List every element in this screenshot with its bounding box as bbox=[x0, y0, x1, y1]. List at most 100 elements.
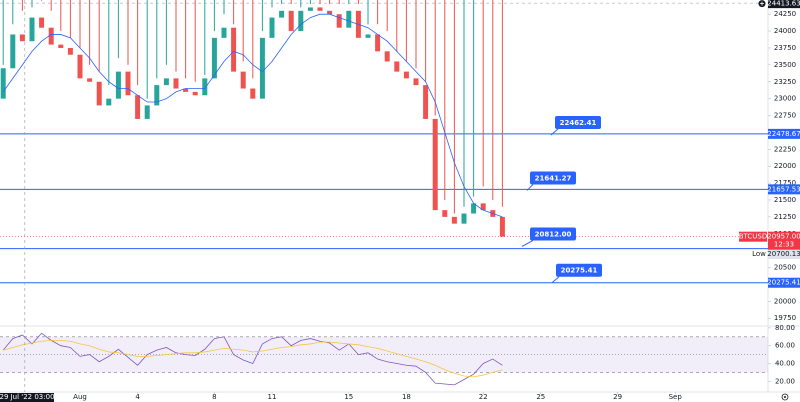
moving-average-line bbox=[2, 13, 503, 218]
settings-icon[interactable] bbox=[781, 393, 789, 401]
candle-body bbox=[211, 37, 217, 79]
price-pane bbox=[0, 0, 768, 284]
candle-body bbox=[346, 10, 352, 28]
level-tag bbox=[768, 184, 800, 195]
candle-body bbox=[480, 203, 486, 211]
x-tick-label: 29 bbox=[613, 393, 622, 401]
low-tag bbox=[768, 249, 800, 260]
x-tick-label: Sep bbox=[669, 393, 683, 401]
candle-body bbox=[336, 14, 342, 28]
candle-body bbox=[451, 216, 457, 224]
candle-body bbox=[384, 51, 390, 62]
callout-label: 22462.41 bbox=[560, 119, 597, 127]
candle-body bbox=[125, 71, 131, 96]
candle-body bbox=[365, 34, 371, 38]
candle-body bbox=[144, 105, 150, 119]
y-tick-label: 22000 bbox=[774, 162, 796, 170]
last-price-tag bbox=[768, 231, 800, 250]
low-tag-value: 20700.13 bbox=[767, 250, 800, 258]
y-tick-label: 23000 bbox=[774, 95, 796, 103]
candle-body bbox=[375, 34, 381, 52]
symbol-label: BTCUSD bbox=[739, 233, 768, 241]
candle-body bbox=[442, 210, 448, 217]
y-tick-label: 20500 bbox=[774, 264, 796, 272]
callout-arrow bbox=[551, 276, 560, 284]
callout-box bbox=[530, 171, 576, 185]
candle-body bbox=[307, 7, 313, 11]
y-tick-label: 21500 bbox=[774, 196, 796, 204]
candle-body bbox=[317, 7, 323, 11]
candle-body bbox=[250, 88, 256, 99]
rsi-tick-label: 80.00 bbox=[775, 324, 795, 332]
level-tag bbox=[768, 128, 800, 139]
y-tick-label: 24250 bbox=[774, 10, 796, 18]
candle-body bbox=[39, 17, 45, 28]
candle-body bbox=[413, 78, 419, 86]
level-tag-label: 22478.67 bbox=[767, 130, 800, 138]
candle-body bbox=[106, 98, 112, 106]
rsi-tick-label: 60.00 bbox=[775, 342, 795, 350]
x-tick-label: 4 bbox=[135, 393, 140, 401]
candle-body bbox=[240, 71, 246, 89]
callout-arrow bbox=[521, 240, 534, 247]
callout-arrow bbox=[526, 184, 534, 191]
rsi-tick-label: 40.00 bbox=[775, 360, 795, 368]
symbol-tag bbox=[739, 231, 767, 242]
x-tick-label: 11 bbox=[268, 393, 277, 401]
y-tick-label: 24000 bbox=[774, 27, 796, 35]
candle-body bbox=[269, 17, 275, 38]
add-alert-plus bbox=[760, 1, 764, 6]
y-tick-label: 23750 bbox=[774, 44, 796, 52]
candle-body bbox=[29, 17, 35, 42]
candle-body bbox=[423, 85, 429, 119]
y-tick-label: 21250 bbox=[774, 213, 796, 221]
crosshair-time-label: 29 Jul '22 03:00 bbox=[0, 393, 55, 401]
candle-body bbox=[183, 88, 189, 92]
candle-body bbox=[288, 10, 294, 32]
candle-body bbox=[403, 71, 409, 79]
rsi-ma-line bbox=[3, 339, 503, 378]
candle-body bbox=[279, 10, 285, 18]
level-tag-label: 21657.53 bbox=[767, 185, 800, 193]
callout-box bbox=[530, 227, 576, 241]
x-tick-label: Aug bbox=[73, 393, 87, 401]
y-tick-label: 23250 bbox=[774, 78, 796, 86]
candle-body bbox=[221, 27, 227, 38]
add-alert-icon[interactable] bbox=[758, 0, 766, 8]
y-tick-label: 22250 bbox=[774, 145, 796, 153]
y-tick-label: 21750 bbox=[774, 179, 796, 187]
candle-body bbox=[173, 78, 179, 89]
level-tag bbox=[768, 277, 800, 288]
candle-body bbox=[461, 213, 467, 224]
callout-label: 20275.41 bbox=[561, 267, 598, 275]
candle-body bbox=[19, 34, 25, 42]
candle-body bbox=[96, 81, 102, 106]
countdown: 12:33 bbox=[774, 241, 794, 249]
x-tick-label: 18 bbox=[402, 393, 411, 401]
candle-body bbox=[115, 71, 121, 99]
callout-box bbox=[555, 115, 601, 129]
x-tick-label: 22 bbox=[479, 393, 488, 401]
y-tick-label: 20000 bbox=[774, 297, 796, 305]
crosshair-price-label: 24413.63 bbox=[767, 0, 800, 8]
rsi-pane bbox=[0, 332, 768, 386]
candle-body bbox=[432, 118, 438, 211]
low-tag-label: Low bbox=[752, 250, 766, 258]
candle-body bbox=[154, 85, 160, 106]
callout-box bbox=[556, 263, 602, 277]
x-tick-label: 15 bbox=[344, 393, 353, 401]
rsi-line bbox=[2, 332, 503, 386]
candle-body bbox=[192, 91, 198, 96]
y-tick-label: 22750 bbox=[774, 112, 796, 120]
candle-body bbox=[48, 27, 54, 45]
rsi-tick-label: 20.00 bbox=[775, 377, 795, 385]
candle-body bbox=[163, 78, 169, 86]
last-price-label: 20957.00 bbox=[767, 233, 800, 241]
x-tick-label: 8 bbox=[212, 393, 216, 401]
candle-body bbox=[77, 54, 83, 79]
crosshair-time-tag bbox=[0, 393, 54, 402]
